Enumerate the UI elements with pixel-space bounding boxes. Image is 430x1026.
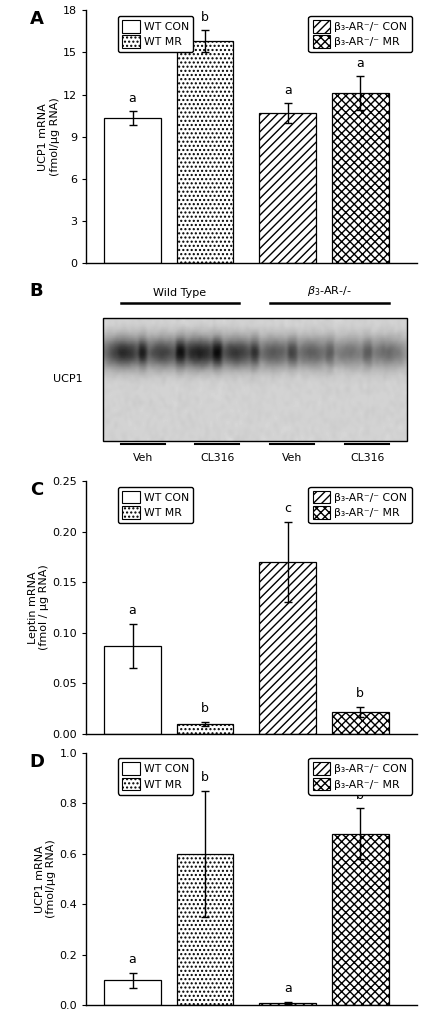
Text: a: a bbox=[284, 982, 292, 995]
Bar bbox=[177, 41, 233, 263]
Text: B: B bbox=[30, 282, 43, 300]
Bar bbox=[332, 833, 389, 1005]
Text: b: b bbox=[201, 772, 209, 784]
Bar bbox=[332, 93, 389, 263]
Legend: β₃-AR⁻/⁻ CON, β₃-AR⁻/⁻ MR: β₃-AR⁻/⁻ CON, β₃-AR⁻/⁻ MR bbox=[308, 758, 412, 794]
Y-axis label: UCP1 mRNA
(fmol/µg RNA): UCP1 mRNA (fmol/µg RNA) bbox=[38, 97, 60, 176]
Bar bbox=[104, 118, 161, 263]
Bar bbox=[104, 646, 161, 734]
Bar bbox=[259, 1003, 316, 1005]
Text: a: a bbox=[284, 84, 292, 96]
Text: c: c bbox=[284, 503, 291, 515]
Text: Veh: Veh bbox=[282, 453, 302, 464]
Text: b: b bbox=[201, 10, 209, 24]
Bar bbox=[177, 723, 233, 734]
Y-axis label: UCP1 mRNA
(fmol/µg RNA): UCP1 mRNA (fmol/µg RNA) bbox=[35, 839, 56, 918]
Bar bbox=[259, 562, 316, 734]
Text: $\beta_3$-AR-/-: $\beta_3$-AR-/- bbox=[307, 284, 352, 299]
Text: b: b bbox=[356, 687, 364, 701]
Y-axis label: Leptin mRNA
(fmol / µg RNA): Leptin mRNA (fmol / µg RNA) bbox=[28, 564, 49, 650]
Text: a: a bbox=[129, 604, 136, 618]
Text: a: a bbox=[129, 92, 136, 105]
Text: a: a bbox=[129, 953, 136, 966]
Bar bbox=[104, 980, 161, 1005]
Bar bbox=[332, 712, 389, 734]
Bar bbox=[259, 113, 316, 263]
Text: b: b bbox=[356, 789, 364, 802]
Text: UCP1: UCP1 bbox=[53, 374, 83, 385]
Legend: β₃-AR⁻/⁻ CON, β₃-AR⁻/⁻ MR: β₃-AR⁻/⁻ CON, β₃-AR⁻/⁻ MR bbox=[308, 15, 412, 52]
Text: C: C bbox=[30, 481, 43, 499]
Text: a: a bbox=[356, 57, 364, 70]
Text: b: b bbox=[201, 703, 209, 715]
Text: Wild Type: Wild Type bbox=[154, 288, 206, 299]
Legend: β₃-AR⁻/⁻ CON, β₃-AR⁻/⁻ MR: β₃-AR⁻/⁻ CON, β₃-AR⁻/⁻ MR bbox=[308, 486, 412, 523]
Text: A: A bbox=[30, 10, 43, 29]
Bar bbox=[177, 854, 233, 1005]
Text: CL316: CL316 bbox=[350, 453, 384, 464]
Text: D: D bbox=[30, 753, 45, 771]
Bar bbox=[103, 318, 407, 441]
Text: CL316: CL316 bbox=[200, 453, 235, 464]
Text: Veh: Veh bbox=[132, 453, 153, 464]
